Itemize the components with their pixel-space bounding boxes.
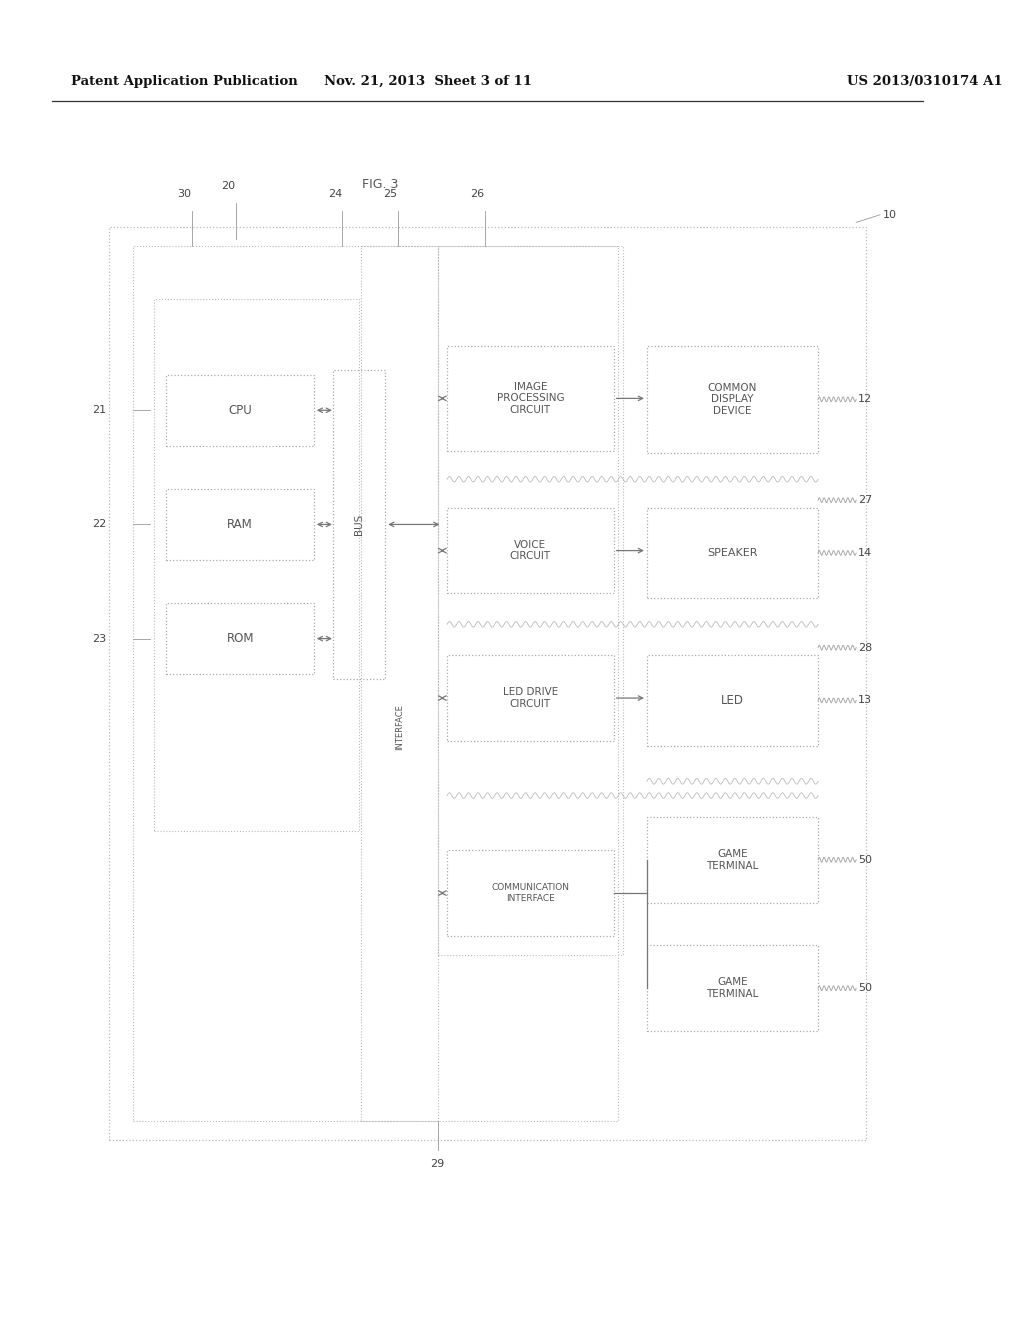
Text: 23: 23: [92, 634, 106, 644]
Text: US 2013/0310174 A1: US 2013/0310174 A1: [847, 75, 1002, 88]
Bar: [647, 346, 818, 453]
Bar: [647, 655, 818, 746]
Bar: [647, 817, 818, 903]
Text: BUS: BUS: [354, 513, 365, 535]
Bar: [361, 247, 437, 1122]
Bar: [167, 375, 314, 446]
Text: Nov. 21, 2013  Sheet 3 of 11: Nov. 21, 2013 Sheet 3 of 11: [324, 75, 532, 88]
Text: 27: 27: [858, 495, 872, 506]
Bar: [154, 298, 358, 832]
Text: COMMON
DISPLAY
DEVICE: COMMON DISPLAY DEVICE: [708, 383, 757, 416]
Bar: [437, 247, 623, 954]
Text: CPU: CPU: [228, 404, 252, 417]
Text: 22: 22: [92, 520, 106, 529]
Bar: [167, 603, 314, 675]
Text: Patent Application Publication: Patent Application Publication: [72, 75, 298, 88]
Text: VOICE
CIRCUIT: VOICE CIRCUIT: [510, 540, 551, 561]
Text: 30: 30: [177, 189, 191, 199]
Bar: [110, 227, 865, 1140]
Text: COMMUNICATION
INTERFACE: COMMUNICATION INTERFACE: [492, 883, 569, 903]
Text: RAM: RAM: [227, 517, 253, 531]
Text: FIG. 3: FIG. 3: [362, 178, 398, 191]
Bar: [647, 945, 818, 1031]
Bar: [447, 655, 613, 741]
Bar: [447, 508, 613, 594]
Text: GAME
TERMINAL: GAME TERMINAL: [707, 977, 759, 999]
Text: GAME
TERMINAL: GAME TERMINAL: [707, 849, 759, 871]
Bar: [333, 370, 385, 678]
Text: 10: 10: [883, 210, 897, 220]
Text: LED: LED: [721, 694, 744, 708]
Text: ROM: ROM: [226, 632, 254, 645]
Text: INTERFACE: INTERFACE: [395, 705, 404, 751]
Text: 13: 13: [858, 696, 872, 705]
Text: 26: 26: [470, 189, 484, 199]
Text: 29: 29: [430, 1159, 444, 1170]
Text: 12: 12: [858, 395, 872, 404]
Text: LED DRIVE
CIRCUIT: LED DRIVE CIRCUIT: [503, 688, 558, 709]
Bar: [133, 247, 618, 1122]
Text: 25: 25: [383, 189, 397, 199]
Text: 28: 28: [858, 643, 872, 652]
Text: SPEAKER: SPEAKER: [708, 548, 758, 558]
Text: 50: 50: [858, 983, 872, 993]
Text: 50: 50: [858, 855, 872, 865]
Text: 24: 24: [328, 189, 342, 199]
Text: 20: 20: [221, 181, 236, 191]
Bar: [447, 346, 613, 450]
Text: 21: 21: [92, 405, 106, 416]
Bar: [447, 850, 613, 936]
Text: IMAGE
PROCESSING
CIRCUIT: IMAGE PROCESSING CIRCUIT: [497, 381, 564, 414]
Bar: [167, 488, 314, 560]
Text: 14: 14: [858, 548, 872, 558]
Bar: [647, 508, 818, 598]
